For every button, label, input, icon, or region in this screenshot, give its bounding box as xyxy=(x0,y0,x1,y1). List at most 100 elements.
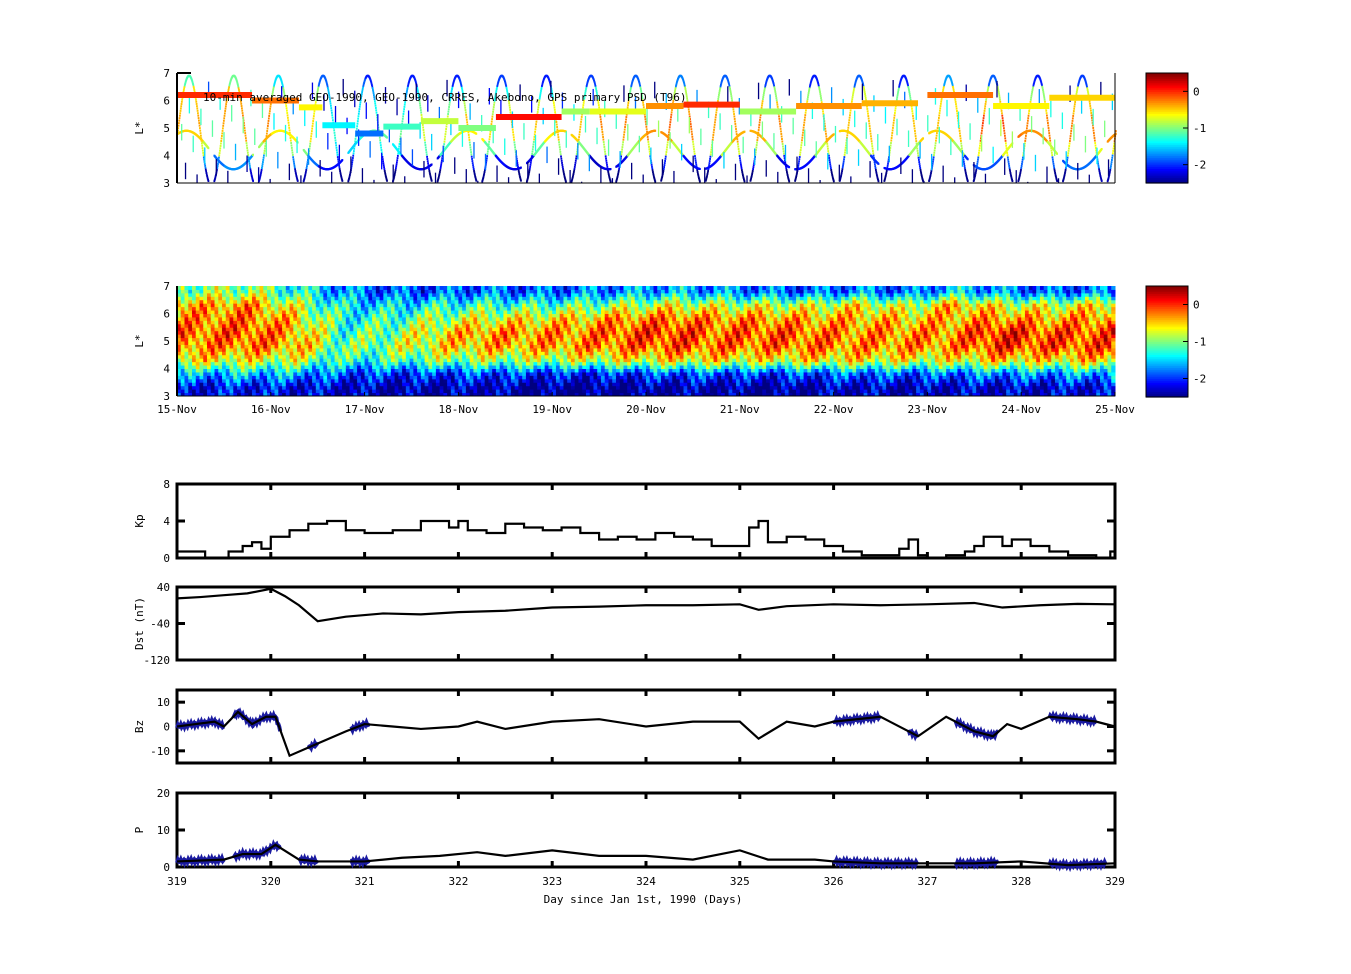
psd-point xyxy=(266,130,269,133)
psd-point xyxy=(227,90,230,93)
psd-point xyxy=(459,81,462,84)
psd-point xyxy=(382,162,385,165)
psd-point xyxy=(688,115,691,118)
psd-point xyxy=(251,177,254,180)
psd-point xyxy=(414,79,417,82)
psd-point xyxy=(733,113,735,116)
psd-point xyxy=(486,152,489,155)
psd-point xyxy=(447,108,450,111)
psd-point xyxy=(695,163,698,166)
psd-point xyxy=(803,121,806,124)
psd-point xyxy=(739,161,742,164)
psd-point xyxy=(929,173,932,176)
psd-point xyxy=(1043,98,1046,101)
psd-point xyxy=(808,88,811,91)
psd-point xyxy=(996,85,999,88)
psd-point xyxy=(405,91,408,94)
psd-point xyxy=(691,138,694,141)
psd-point xyxy=(437,178,440,181)
psd-point xyxy=(558,146,561,149)
psd-point xyxy=(773,84,775,87)
psd-point xyxy=(291,151,294,154)
psd-point xyxy=(508,104,511,107)
psd-point xyxy=(625,113,628,116)
psd-point xyxy=(663,164,666,167)
psd-point xyxy=(1017,180,1020,183)
psd-point xyxy=(235,79,238,82)
psd-point xyxy=(206,177,209,180)
psd-point xyxy=(1098,168,1101,171)
psd-point xyxy=(1046,122,1049,125)
psd-point xyxy=(1040,80,1042,83)
psd-point xyxy=(735,128,737,131)
psd-point xyxy=(786,172,789,175)
psd-point xyxy=(975,170,977,173)
psd-point xyxy=(909,98,912,101)
psd-point xyxy=(649,152,651,155)
psd-point xyxy=(394,167,397,170)
psd-point xyxy=(405,95,407,98)
psd-point xyxy=(575,153,578,156)
psd-point xyxy=(609,168,612,171)
psd-point xyxy=(737,143,739,146)
psd-point xyxy=(1007,158,1010,161)
psd-point xyxy=(871,147,874,150)
psd-point xyxy=(642,103,645,106)
psd-point xyxy=(427,162,429,165)
psd-point xyxy=(742,178,745,181)
psd-point xyxy=(1093,137,1096,140)
psd-point xyxy=(605,161,608,164)
psd-point xyxy=(193,90,196,93)
psd-point xyxy=(937,116,940,119)
psd-point xyxy=(333,134,336,137)
psd-point xyxy=(419,109,422,112)
psd-point xyxy=(196,105,198,108)
psd-point xyxy=(541,82,544,85)
psd-point xyxy=(328,96,331,99)
psd-point xyxy=(1090,116,1093,119)
psd-point xyxy=(840,174,842,177)
psd-point xyxy=(1108,173,1111,176)
psd-point xyxy=(327,88,330,91)
psd-point xyxy=(1069,137,1072,140)
psd-point xyxy=(273,81,276,84)
psd-point xyxy=(516,164,519,167)
psd-point xyxy=(191,81,194,84)
psd-point xyxy=(570,179,573,182)
psd-point xyxy=(565,180,567,183)
psd-point xyxy=(884,174,887,177)
psd-point xyxy=(772,82,775,85)
psd-point xyxy=(1063,173,1066,176)
psd-point xyxy=(711,138,714,141)
psd-point xyxy=(357,117,360,120)
psd-point xyxy=(539,93,542,96)
psd-point xyxy=(1019,173,1021,176)
psd-point xyxy=(738,154,741,157)
psd-point xyxy=(1006,154,1009,157)
psd-point xyxy=(222,124,225,127)
psd-point xyxy=(198,122,201,125)
psd-point xyxy=(1021,160,1024,163)
psd-point xyxy=(829,161,831,164)
psd-point xyxy=(1001,112,1003,115)
psd-point xyxy=(460,85,463,88)
psd-point xyxy=(821,108,824,111)
psd-point xyxy=(310,135,313,138)
psd-point xyxy=(416,90,419,93)
psd-point xyxy=(660,178,663,181)
psd-point xyxy=(497,79,500,82)
psd-point xyxy=(919,170,922,173)
psd-point xyxy=(779,127,782,130)
psd-point xyxy=(965,175,968,178)
psd-point xyxy=(718,90,721,93)
psd-point xyxy=(839,178,841,181)
psd-point xyxy=(728,83,731,86)
psd-point xyxy=(263,152,266,155)
psd-point xyxy=(709,157,711,160)
psd-point xyxy=(1027,112,1030,115)
psd-point xyxy=(225,100,228,103)
psd-point xyxy=(303,177,306,180)
psd-point xyxy=(326,84,329,87)
psd-point xyxy=(451,84,454,87)
psd-point xyxy=(731,99,733,102)
